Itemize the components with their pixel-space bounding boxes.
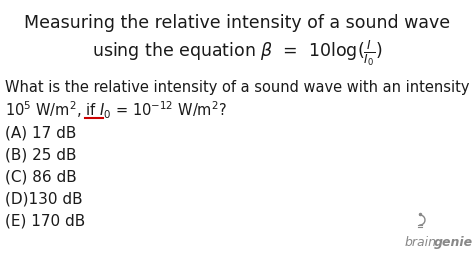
Text: using the equation $\beta$  =  10log($\frac{I}{I_0}$): using the equation $\beta$ = 10log($\fra… [91,38,383,68]
Text: Measuring the relative intensity of a sound wave: Measuring the relative intensity of a so… [24,14,450,32]
Text: genie: genie [434,236,473,249]
Text: (A) 17 dB: (A) 17 dB [5,126,76,141]
Text: (E) 170 dB: (E) 170 dB [5,214,85,229]
Text: What is the relative intensity of a sound wave with an intensity of: What is the relative intensity of a soun… [5,80,474,95]
Text: (B) 25 dB: (B) 25 dB [5,148,76,163]
Text: 10$^5$ W/m$^2$, if $I_0$ = 10$^{-12}$ W/m$^2$?: 10$^5$ W/m$^2$, if $I_0$ = 10$^{-12}$ W/… [5,100,227,121]
Text: (D)130 dB: (D)130 dB [5,192,82,207]
Text: brain: brain [405,236,437,249]
Text: (C) 86 dB: (C) 86 dB [5,170,77,185]
